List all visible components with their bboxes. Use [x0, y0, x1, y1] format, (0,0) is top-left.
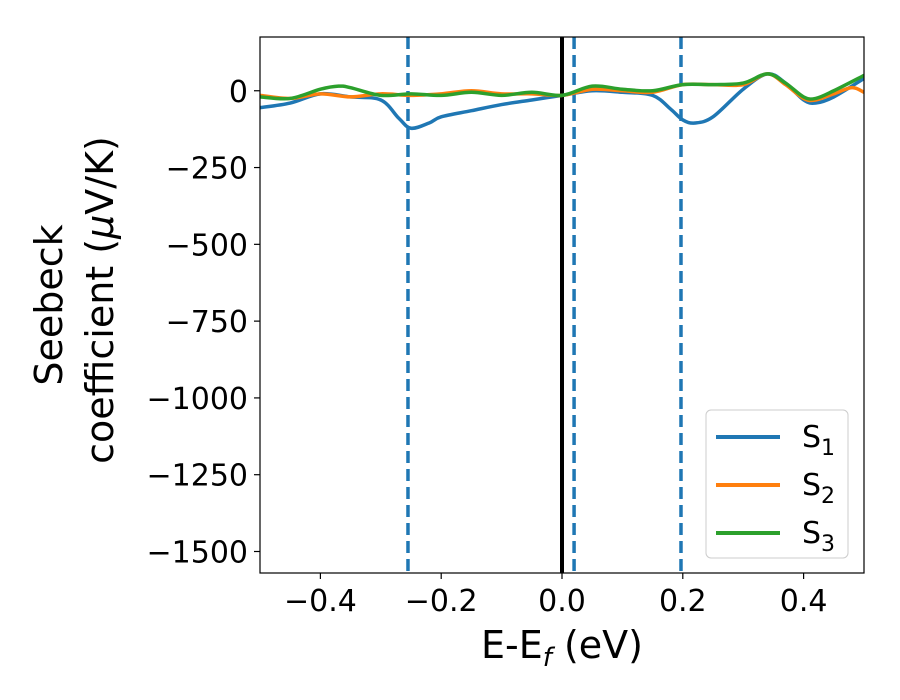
- legend: S1 S2 S3: [705, 409, 849, 559]
- y-tick-label: −1250: [147, 459, 248, 494]
- y-tick-label: −750: [166, 305, 248, 340]
- y-tick-label: −1500: [147, 535, 248, 570]
- y-tick-label: −250: [166, 152, 248, 187]
- y-tick-label: 0: [229, 75, 248, 110]
- series-lines: [260, 72, 864, 131]
- x-tick-label: 0.2: [659, 584, 707, 619]
- x-tick-label: −0.4: [284, 584, 357, 619]
- x-tick-label: 0.0: [538, 584, 586, 619]
- y-axis-title-line2: coefficient (μV/K): [78, 136, 122, 464]
- legend-label-s1: S1: [802, 420, 835, 461]
- y-axis-ticks: 0 −250 −500 −750 −1000 −1250 −1500: [147, 75, 260, 570]
- y-tick-label: −1000: [147, 382, 248, 417]
- legend-label-s2: S2: [802, 468, 835, 509]
- x-axis-title: E-Ef (eV): [481, 623, 643, 673]
- series-line-s3: [260, 72, 864, 101]
- y-tick-label: −500: [166, 228, 248, 263]
- x-axis-ticks: −0.4 −0.2 0.0 0.2 0.4: [284, 573, 827, 619]
- x-tick-label: −0.2: [405, 584, 478, 619]
- legend-label-s3: S3: [802, 516, 835, 557]
- x-tick-label: 0.4: [780, 584, 828, 619]
- y-axis-title-line1: Seebeck: [27, 224, 71, 385]
- vertical-markers: [406, 37, 683, 573]
